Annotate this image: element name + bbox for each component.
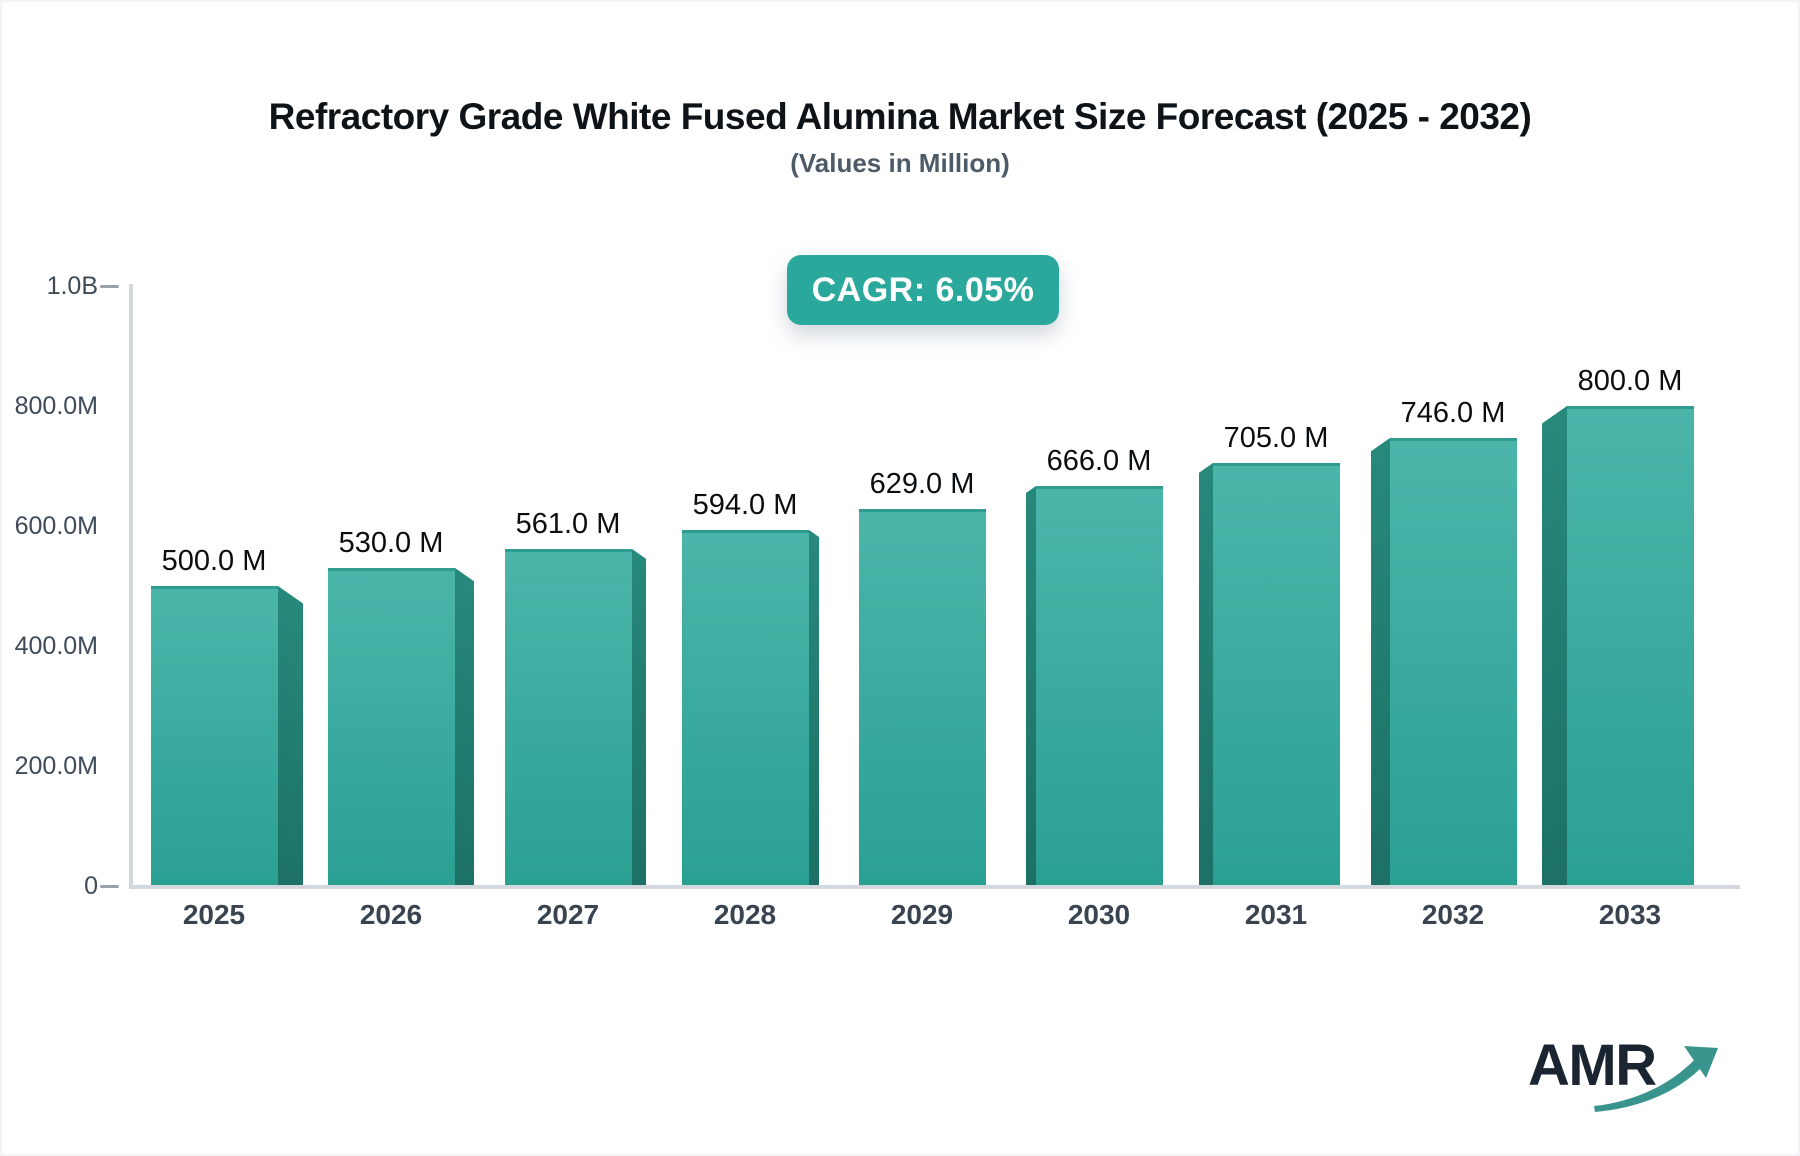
- bar-2025: [150, 586, 278, 885]
- bar-2026: [327, 568, 455, 885]
- bar-value-label: 530.0 M: [338, 527, 444, 559]
- cagr-badge-label: CAGR: 6.05%: [811, 270, 1035, 309]
- bar-2027: [504, 549, 632, 885]
- bar-value-label: 500.0 M: [161, 545, 267, 577]
- y-axis-label: 1.0B: [46, 272, 98, 300]
- x-axis-label: 2033: [1598, 899, 1662, 930]
- bar-2029: [858, 509, 986, 885]
- plot-area: 500.0 M 530.0 M 561.0 M 594.0 M 629.0 M 666.0…: [150, 365, 1694, 885]
- bar-side-bevel: [1025, 486, 1036, 885]
- y-axis-tick: [100, 885, 119, 888]
- x-axis-label: 2028: [713, 899, 777, 930]
- bar-side-bevel: [1541, 406, 1567, 885]
- bar-value-label: 746.0 M: [1400, 397, 1506, 429]
- bar-side-bevel: [454, 568, 474, 885]
- bar-value-label: 705.0 M: [1223, 422, 1329, 454]
- x-axis: [129, 885, 1740, 889]
- bar-side-bevel: [808, 530, 819, 885]
- x-axis-label: 2025: [182, 899, 246, 930]
- bar-2030: [1035, 486, 1163, 885]
- amr-logo: AMR: [1528, 1030, 1718, 1120]
- bar-side-bevel: [1370, 438, 1390, 885]
- bar-2031: [1212, 463, 1340, 885]
- x-axis-label: 2031: [1244, 899, 1308, 930]
- y-axis-label: 400.0M: [14, 632, 98, 660]
- x-axis-label: 2026: [359, 899, 423, 930]
- y-axis-tick: [100, 285, 119, 288]
- bar-value-label: 561.0 M: [515, 508, 621, 540]
- bar-side-bevel: [631, 549, 646, 885]
- bar-side-bevel: [1198, 463, 1213, 885]
- y-axis-label: 600.0M: [14, 512, 98, 540]
- chart-title: Refractory Grade White Fused Alumina Mar…: [268, 96, 1532, 137]
- x-axis-label: 2029: [890, 899, 954, 930]
- bar-value-label: 666.0 M: [1046, 445, 1152, 477]
- bar-value-label: 594.0 M: [692, 489, 798, 521]
- x-axis-label: 2027: [536, 899, 600, 930]
- y-axis: [129, 284, 133, 889]
- cagr-badge: CAGR: 6.05%: [787, 255, 1059, 325]
- bar-side-bevel: [277, 586, 303, 885]
- y-axis-label: 200.0M: [14, 752, 98, 780]
- x-axis-label: 2032: [1421, 899, 1485, 930]
- amr-logo-text: AMR: [1528, 1033, 1657, 1098]
- bar-2032: [1389, 438, 1517, 885]
- y-axis-label: 800.0M: [14, 392, 98, 420]
- bar-value-label: 800.0 M: [1577, 365, 1683, 397]
- bar-value-label: 629.0 M: [869, 468, 975, 500]
- growth-arrow-icon: [1594, 1046, 1718, 1112]
- chart-subtitle: (Values in Million): [790, 148, 1010, 178]
- y-axis-label: 0: [84, 872, 98, 900]
- bar-2033: [1566, 406, 1694, 885]
- bar-2028: [681, 530, 809, 885]
- x-axis-label: 2030: [1067, 899, 1131, 930]
